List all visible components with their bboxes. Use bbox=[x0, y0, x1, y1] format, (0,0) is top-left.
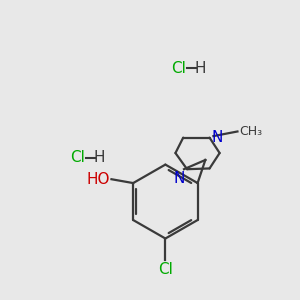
Text: Cl: Cl bbox=[171, 61, 186, 76]
Text: N: N bbox=[211, 130, 223, 145]
Text: H: H bbox=[194, 61, 206, 76]
Text: Cl: Cl bbox=[158, 262, 173, 278]
Text: Cl: Cl bbox=[70, 150, 85, 165]
Text: H: H bbox=[94, 150, 105, 165]
Text: CH₃: CH₃ bbox=[239, 125, 262, 138]
Text: N: N bbox=[173, 171, 185, 186]
Text: HO: HO bbox=[86, 172, 110, 187]
